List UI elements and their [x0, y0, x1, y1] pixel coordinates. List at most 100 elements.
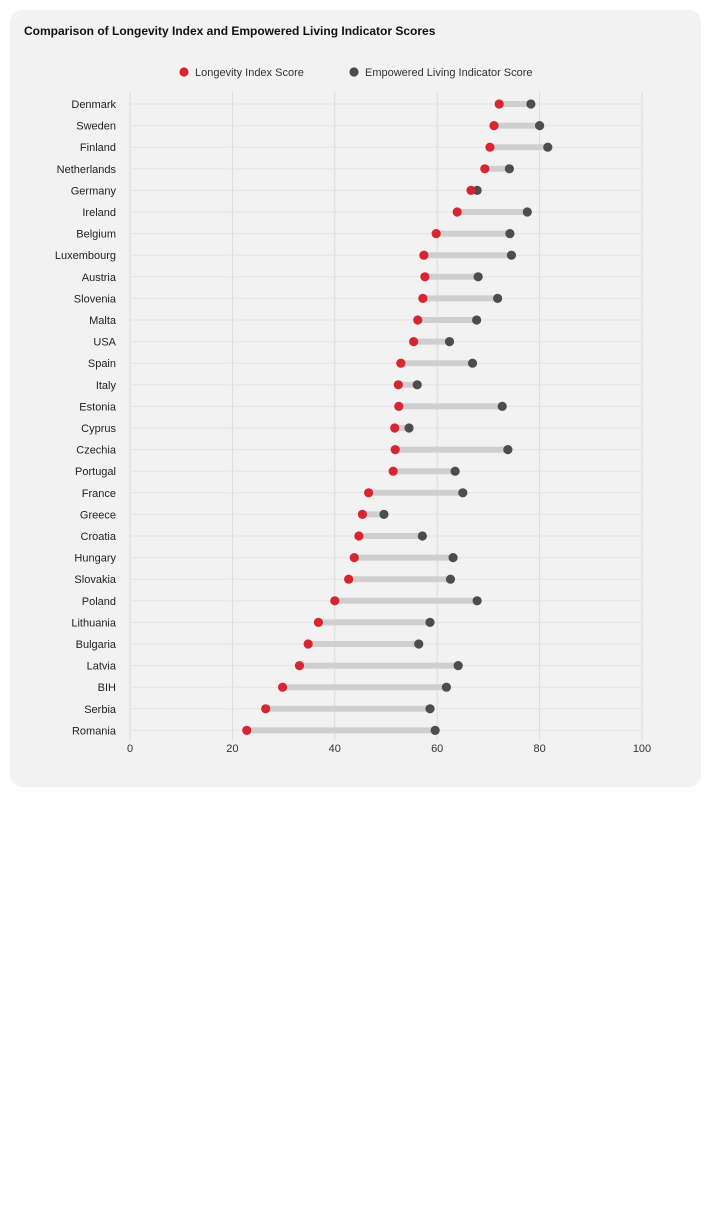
longevity-index-point [349, 553, 359, 563]
empowered-living-point [412, 380, 422, 390]
longevity-index-point [419, 250, 429, 260]
category-label: Finland [80, 142, 116, 154]
category-label: Latvia [87, 661, 117, 673]
category-labels: Denmark Sweden Finland Netherlands Germany Ir… [55, 99, 117, 737]
x-tick-label: 100 [633, 743, 651, 755]
category-label: Bulgaria [76, 639, 117, 651]
longevity-index-point [277, 682, 288, 692]
longevity-index-point [431, 229, 441, 239]
empowered-living-point [472, 596, 482, 606]
longevity-index-point [409, 337, 419, 347]
category-label: Belgium [76, 229, 116, 241]
category-label: Slovakia [74, 574, 116, 586]
longevity-index-point [418, 293, 428, 303]
empowered-living-point [430, 725, 440, 736]
grid-lines [129, 92, 643, 741]
longevity-index-point [394, 401, 404, 411]
category-label: Sweden [76, 121, 116, 133]
category-label: Spain [88, 358, 116, 370]
longevity-index-point [452, 207, 462, 217]
longevity-index-point [294, 661, 305, 671]
longevity-index-point [480, 164, 490, 174]
longevity-index-point [494, 99, 504, 109]
legend-label: Empowered Living Indicator Score [365, 67, 533, 79]
category-label: Slovenia [74, 293, 117, 305]
x-axis-ticks: 0 20 40 60 80 100 [127, 743, 651, 755]
empowered-living-point [444, 337, 455, 347]
empowered-living-point [467, 358, 478, 368]
category-label: Lithuania [71, 617, 117, 629]
empowered-living-point [522, 207, 532, 217]
empowered-living-point [448, 553, 458, 563]
longevity-index-point [393, 380, 403, 390]
longevity-index-point [330, 596, 340, 606]
longevity-index-point [485, 142, 495, 152]
empowered-living-point [472, 315, 482, 325]
empowered-living-point [458, 488, 468, 498]
longevity-index-point [261, 704, 271, 714]
empowered-living-point [450, 466, 460, 476]
data-points [242, 99, 553, 736]
category-label: Czechia [76, 445, 117, 457]
category-label: Netherlands [57, 164, 117, 176]
legend: Longevity Index Score Empowered Living In… [179, 67, 533, 79]
category-label: Cyprus [81, 423, 116, 435]
longevity-index-point [390, 445, 400, 455]
category-label: Italy [96, 380, 117, 392]
empowered-living-point [526, 99, 536, 109]
category-label: Estonia [79, 401, 117, 413]
category-label: Croatia [81, 531, 117, 543]
empowered-living-point [417, 531, 427, 541]
empowered-living-point [473, 272, 483, 282]
longevity-index-point [388, 466, 398, 476]
empowered-living-point [506, 250, 517, 260]
dumbbell-chart: Denmark Sweden Finland Netherlands Germany Ir… [55, 67, 651, 755]
longevity-index-point [489, 121, 499, 131]
x-tick-label: 20 [226, 743, 238, 755]
longevity-index-point [313, 617, 324, 628]
empowered-living-point [504, 164, 514, 174]
empowered-living-point [414, 639, 424, 649]
chart-title: Comparison of Longevity Index and Empowe… [24, 24, 436, 38]
empowered-living-point [404, 423, 414, 433]
empowered-living-point [425, 617, 435, 628]
x-tick-label: 0 [127, 743, 133, 755]
longevity-index-point [466, 185, 476, 195]
legend-marker [179, 67, 189, 77]
category-label: France [82, 488, 116, 500]
category-label: Portugal [75, 466, 116, 478]
category-label: Denmark [71, 99, 116, 111]
empowered-living-point [535, 121, 545, 131]
category-label: Germany [71, 185, 117, 197]
category-label: Greece [80, 509, 116, 521]
x-tick-label: 60 [431, 743, 443, 755]
chart-card [10, 10, 701, 787]
longevity-index-point [363, 488, 374, 498]
longevity-index-point [413, 315, 423, 325]
empowered-living-point [425, 704, 435, 714]
category-label: Poland [82, 596, 116, 608]
category-label: Serbia [84, 704, 117, 716]
category-label: Hungary [74, 553, 116, 565]
x-tick-label: 40 [329, 743, 341, 755]
category-label: Malta [89, 315, 117, 327]
longevity-index-point [242, 725, 252, 736]
longevity-index-point [390, 423, 400, 433]
empowered-living-point [441, 682, 452, 692]
empowered-living-point [445, 574, 456, 584]
category-label: USA [93, 337, 116, 349]
longevity-index-point [344, 574, 354, 584]
legend-marker [349, 67, 359, 77]
empowered-living-point [503, 445, 513, 455]
category-label: Romania [72, 725, 117, 737]
category-label: Ireland [82, 207, 116, 219]
longevity-index-point [420, 272, 430, 282]
empowered-living-point [497, 401, 507, 411]
empowered-living-point [543, 142, 553, 152]
longevity-index-point [357, 509, 368, 519]
longevity-index-point [303, 639, 313, 649]
longevity-index-point [396, 358, 406, 368]
category-label: Austria [82, 272, 117, 284]
category-label: Luxembourg [55, 250, 116, 262]
empowered-living-point [505, 229, 515, 239]
